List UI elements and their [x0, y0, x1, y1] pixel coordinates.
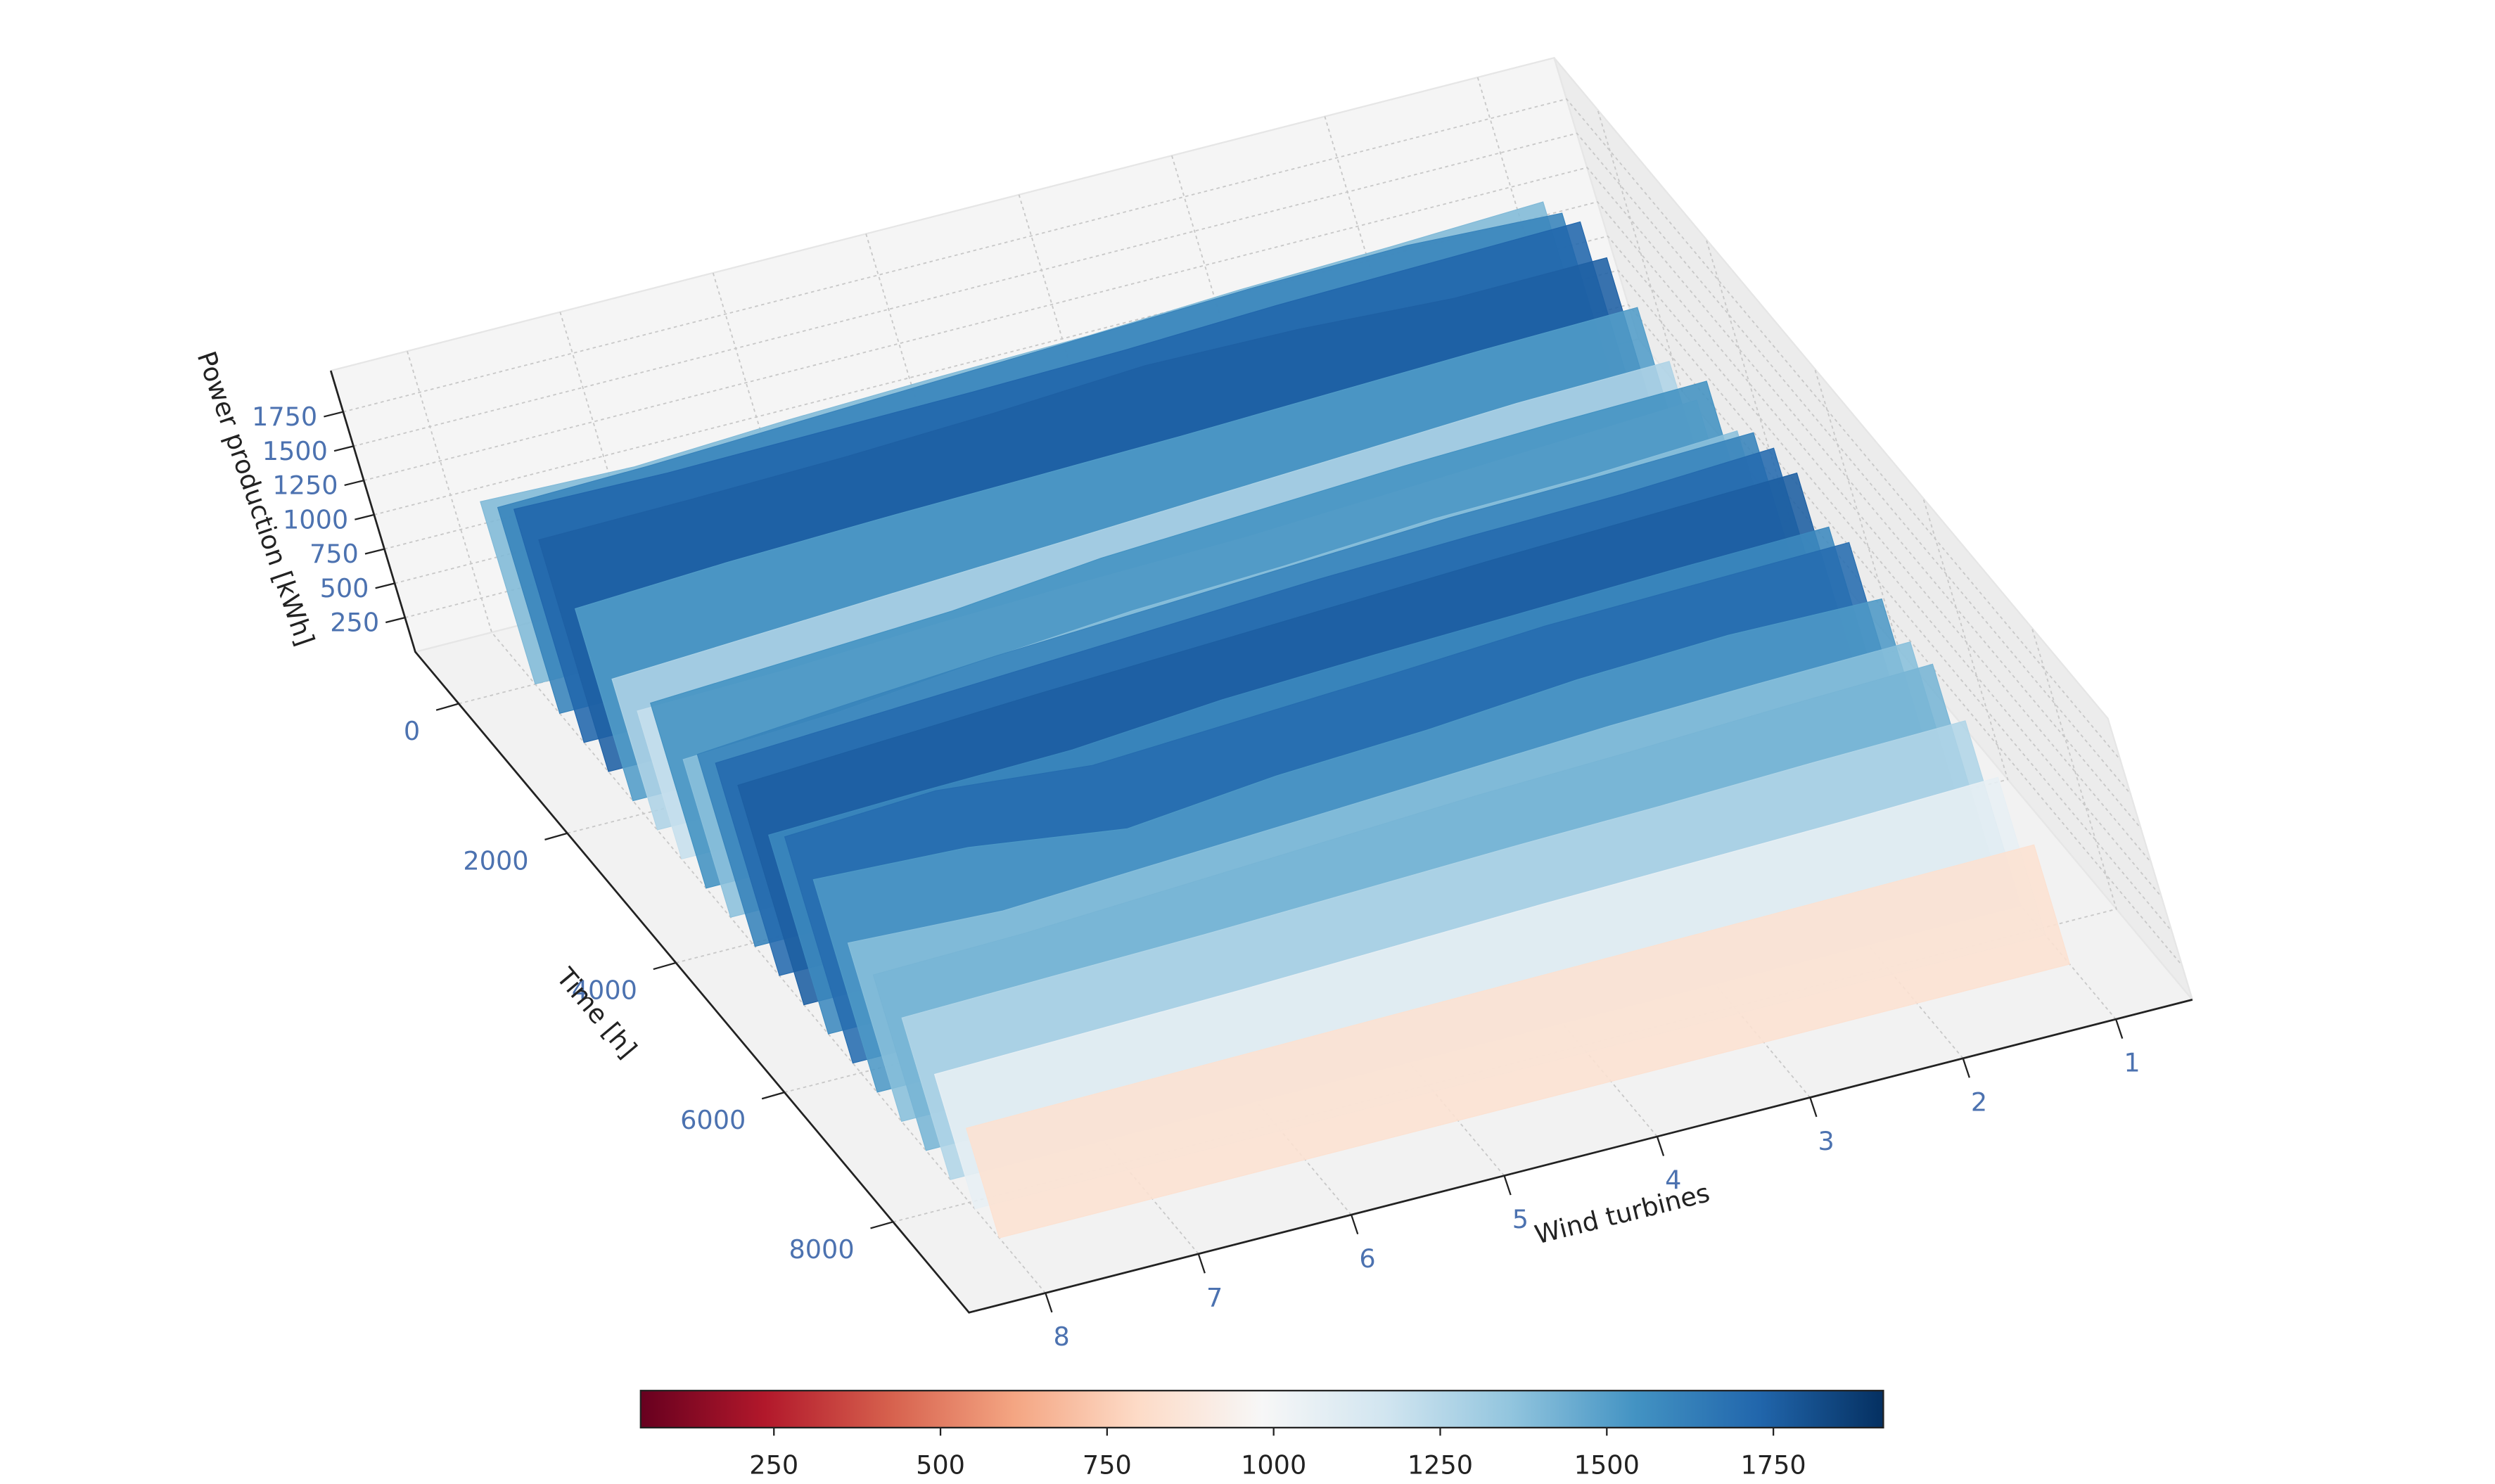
colorbar-tick-label: 1500	[1574, 1450, 1640, 1480]
x-tick-label: 1	[2124, 1048, 2140, 1078]
y-tick-label: 8000	[789, 1234, 854, 1265]
grid-line	[1171, 155, 1811, 1099]
z-tick-label: 500	[320, 573, 369, 603]
colorbar-tick-label: 500	[916, 1450, 965, 1480]
grid-line	[363, 167, 2142, 829]
x-tick	[1962, 1058, 1970, 1078]
x-tick	[1809, 1097, 1818, 1118]
grid-line	[865, 234, 1505, 1177]
x-tick	[1503, 1175, 1512, 1196]
x-tick	[1656, 1136, 1665, 1156]
x-axis-label: Wind turbines	[1532, 1177, 1713, 1250]
colorbar-tick-label: 750	[1083, 1450, 1132, 1480]
z-tick	[364, 548, 385, 555]
z-tick-label: 1750	[252, 402, 317, 432]
y-tick	[544, 832, 568, 840]
x-tick-label: 7	[1206, 1282, 1223, 1312]
x-tick-label: 2	[1971, 1087, 1987, 1117]
y-tick	[435, 703, 459, 711]
z-tick-label: 250	[330, 608, 379, 638]
z-tick	[344, 479, 364, 487]
y-tick-label: 6000	[680, 1105, 746, 1135]
x-tick-label: 3	[1818, 1126, 1834, 1156]
x-tick-label: 6	[1359, 1243, 1375, 1274]
y-tick-label: 0	[404, 716, 420, 746]
x-tick-label: 8	[1054, 1322, 1070, 1352]
z-tick-label: 1000	[283, 504, 348, 535]
surface-slice	[966, 844, 2071, 1239]
colorbar-tick-label: 1750	[1741, 1450, 1806, 1480]
z-tick	[375, 582, 395, 589]
x-tick-label: 4	[1665, 1165, 1681, 1196]
z-tick-label: 1500	[262, 436, 328, 466]
y-tick	[653, 961, 677, 971]
colorbar	[639, 1390, 1884, 1428]
x-tick-label: 5	[1512, 1204, 1529, 1234]
y-tick-label: 4000	[572, 976, 637, 1006]
grid-line	[559, 312, 1199, 1255]
grid-line	[1324, 116, 1964, 1059]
x-tick	[1351, 1214, 1359, 1235]
y-tick	[870, 1221, 893, 1229]
x-tick	[1197, 1253, 1206, 1274]
colorbar-tick-label: 250	[749, 1450, 798, 1480]
y-tick	[761, 1092, 785, 1100]
z-tick	[385, 616, 406, 624]
z-tick-label: 1250	[272, 471, 338, 501]
z-tick	[333, 445, 354, 452]
z-tick	[355, 513, 375, 520]
axis-line	[329, 370, 2193, 1314]
grid-line	[407, 351, 1047, 1294]
surfaces	[480, 201, 2071, 1239]
grid-line	[1476, 77, 2117, 1020]
grid-line	[1018, 194, 1658, 1137]
y-tick-label: 2000	[463, 845, 528, 876]
colorbar-tick-label: 1250	[1408, 1450, 1473, 1480]
x-tick	[1045, 1293, 1053, 1313]
colorbar-tick-label: 1000	[1241, 1450, 1306, 1480]
z-tick	[324, 411, 344, 418]
grid-line	[712, 272, 1352, 1215]
z-tick-label: 750	[310, 539, 359, 569]
x-tick	[2114, 1018, 2124, 1039]
